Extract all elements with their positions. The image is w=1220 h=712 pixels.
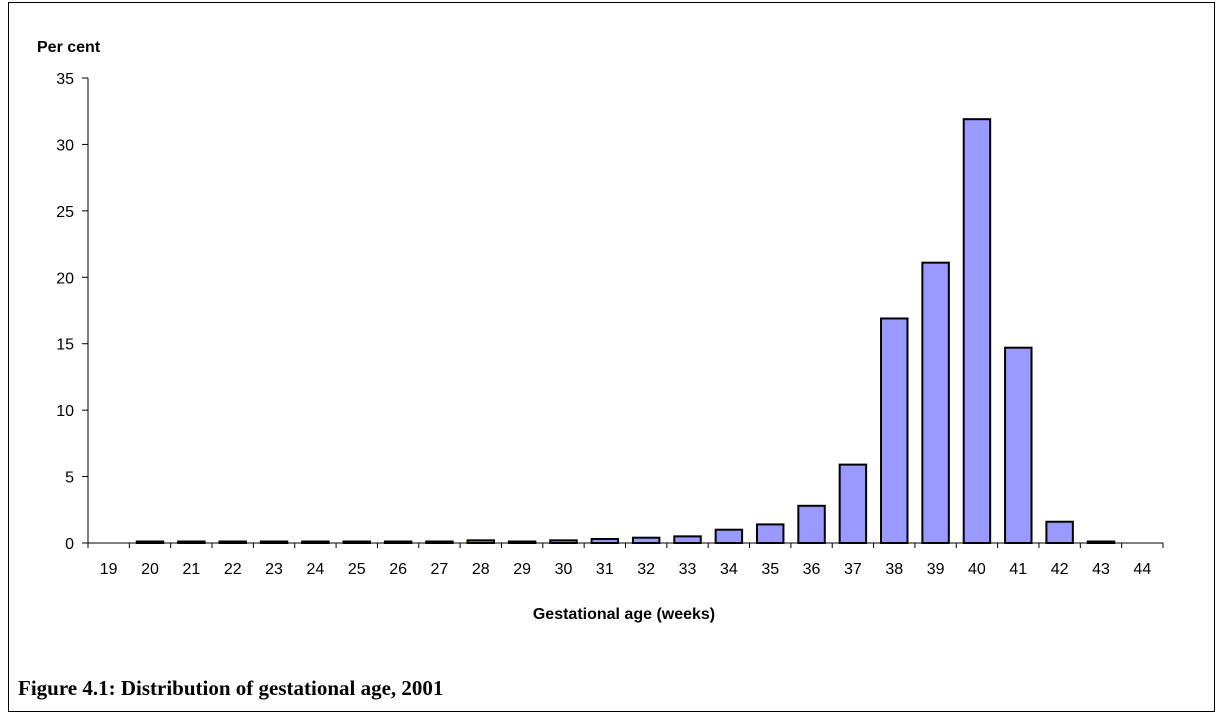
x-tick-label: 23 <box>265 561 283 578</box>
x-tick-label: 36 <box>803 561 821 578</box>
y-tick-label: 35 <box>56 71 74 88</box>
x-tick-label: 29 <box>513 561 531 578</box>
bar-37 <box>838 463 868 544</box>
x-tick-label: 35 <box>761 561 779 578</box>
y-axis: 0 5 10 15 20 25 30 35 <box>56 71 89 553</box>
x-tick-label: 27 <box>431 561 449 578</box>
x-tick-label: 31 <box>596 561 614 578</box>
bar-34 <box>714 528 744 545</box>
x-tick-label: 28 <box>472 561 490 578</box>
x-tick-label: 21 <box>182 561 200 578</box>
y-axis-title: Per cent <box>37 39 101 56</box>
x-tick-label: 33 <box>679 561 697 578</box>
x-tick-label: 24 <box>307 561 325 578</box>
bar-40 <box>962 118 992 544</box>
bar-38 <box>880 317 909 544</box>
bar-39 <box>921 261 950 544</box>
bar-41 <box>1004 346 1033 545</box>
y-tick-label: 20 <box>56 270 74 287</box>
y-tick-label: 25 <box>56 204 74 221</box>
x-tick-label: 37 <box>844 561 862 578</box>
y-tick-label: 0 <box>65 536 74 553</box>
y-tick-label: 30 <box>56 137 74 154</box>
bar-32 <box>631 536 661 545</box>
y-tick-label: 15 <box>56 337 74 354</box>
bar-31 <box>590 538 620 545</box>
x-tick-label: 38 <box>885 561 903 578</box>
y-tick-label: 10 <box>56 403 74 420</box>
x-tick-label: 19 <box>100 561 118 578</box>
x-tick-label: 41 <box>1009 561 1027 578</box>
x-tick-label: 42 <box>1051 561 1069 578</box>
x-tick-label: 20 <box>141 561 159 578</box>
bar-33 <box>673 535 702 544</box>
figure-caption: Figure 4.1: Distribution of gestational … <box>18 676 444 700</box>
bar-36 <box>797 504 826 544</box>
x-tick-label: 39 <box>927 561 945 578</box>
x-tick-label: 34 <box>720 561 738 578</box>
x-tick-label: 44 <box>1133 561 1151 578</box>
x-axis-title: Gestational age (weeks) <box>533 606 715 623</box>
y-tick-label: 5 <box>65 470 74 487</box>
bar-42 <box>1045 520 1074 544</box>
x-tick-label: 22 <box>224 561 242 578</box>
x-axis: 19 20 21 22 23 24 25 26 27 28 29 30 31 32 33 34 35 36 37 38… <box>87 542 1164 578</box>
x-tick-label: 40 <box>968 561 986 578</box>
x-tick-label: 26 <box>389 561 407 578</box>
x-tick-label: 30 <box>555 561 573 578</box>
bars <box>135 118 1116 545</box>
bar-35 <box>755 523 785 545</box>
x-tick-label: 32 <box>637 561 655 578</box>
x-tick-label: 25 <box>348 561 366 578</box>
x-tick-label: 43 <box>1092 561 1110 578</box>
